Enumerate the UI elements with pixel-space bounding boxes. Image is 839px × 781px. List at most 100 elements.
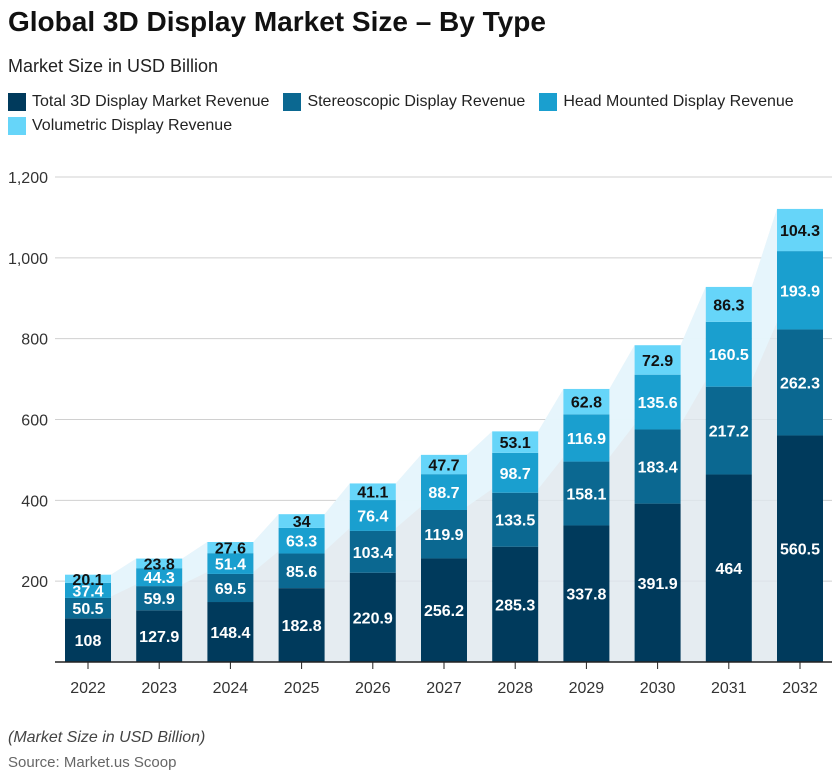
legend-label: Head Mounted Display Revenue — [563, 93, 794, 110]
data-label: 285.3 — [495, 597, 535, 614]
bar-segment — [634, 503, 681, 662]
connector-highlight — [538, 388, 564, 490]
bar-segment — [349, 530, 396, 573]
bar-segment — [65, 574, 111, 583]
legend-swatch — [8, 93, 26, 111]
bar-segment — [421, 558, 467, 662]
legend-item-volumetric[interactable]: Volumetric Display Revenue — [8, 117, 232, 135]
bar-segment — [563, 461, 610, 526]
data-label: 119.9 — [424, 527, 463, 544]
legend-label: Volumetric Display Revenue — [32, 117, 233, 134]
bar-segment — [705, 386, 752, 475]
connector-highlight — [751, 208, 777, 381]
bar-segment — [777, 251, 823, 330]
bar-segment — [136, 586, 183, 611]
data-label: 220.9 — [353, 610, 393, 627]
legend-item-total[interactable]: Total 3D Display Market Revenue — [8, 93, 269, 111]
y-tick-label: 600 — [21, 413, 48, 430]
bar-segment — [278, 553, 325, 589]
data-label: 41.1 — [357, 485, 388, 502]
bar-segment — [207, 602, 254, 662]
bar-segment — [777, 329, 823, 436]
data-label: 116.9 — [567, 431, 606, 448]
bar-segment — [207, 573, 254, 603]
connector-highlight — [680, 286, 706, 425]
y-tick-label: 1,000 — [8, 251, 48, 268]
data-label: 560.5 — [780, 542, 820, 559]
x-tick-label: 2026 — [355, 680, 391, 697]
chart-subtitle: Market Size in USD Billion — [8, 56, 219, 76]
bar-segment — [349, 500, 396, 531]
connector-highlight — [609, 345, 635, 458]
bar-segment — [634, 374, 681, 430]
bar-segment — [65, 582, 111, 598]
legend-swatch — [539, 93, 558, 111]
data-label: 217.2 — [709, 424, 749, 441]
data-label: 44.3 — [144, 570, 175, 587]
data-label: 88.7 — [428, 485, 459, 502]
x-tick-label: 2031 — [711, 680, 747, 697]
data-label: 158.1 — [566, 487, 606, 504]
data-label: 183.4 — [638, 460, 678, 477]
source-text: Source: Market.us Scoop — [8, 754, 177, 771]
data-label: 27.6 — [215, 541, 246, 558]
bar-segment — [207, 553, 254, 574]
y-tick-label: 200 — [21, 574, 48, 591]
connector-highlight — [182, 542, 208, 585]
bar-segment — [492, 492, 539, 547]
bar-segment — [349, 483, 396, 501]
connector-highlight — [111, 558, 137, 597]
bar-segment — [777, 208, 823, 252]
legend-item-stereoscopic[interactable]: Stereoscopic Display Revenue — [283, 93, 525, 111]
bar-segment — [65, 597, 111, 619]
data-label: 98.7 — [500, 466, 531, 483]
connector-highlight — [467, 431, 493, 507]
bar-segment — [136, 568, 183, 587]
bar-segment — [492, 452, 539, 493]
footer-note: (Market Size in USD Billion) — [8, 729, 206, 746]
data-label: 62.8 — [571, 395, 602, 412]
bar-segment — [278, 588, 325, 662]
data-label: 262.3 — [780, 375, 820, 392]
x-tick-label: 2024 — [213, 680, 249, 697]
data-label: 160.5 — [709, 347, 749, 364]
bar-segment — [563, 388, 610, 415]
bar-segment — [777, 435, 823, 662]
data-label: 104.3 — [780, 223, 820, 240]
data-label: 256.2 — [424, 603, 464, 620]
bar-segment — [278, 514, 325, 528]
data-label: 85.6 — [286, 564, 317, 581]
x-tick-label: 2027 — [426, 680, 462, 697]
data-label: 47.7 — [428, 458, 459, 475]
bar-segment — [65, 618, 111, 662]
data-label: 76.4 — [357, 508, 388, 525]
bar-segment — [492, 546, 539, 662]
data-label: 148.4 — [210, 625, 250, 642]
data-label: 20.1 — [72, 572, 103, 589]
x-tick-label: 2032 — [782, 680, 818, 697]
data-label: 337.8 — [566, 587, 606, 604]
bar-segment — [136, 558, 183, 569]
x-tick-label: 2030 — [640, 680, 676, 697]
chart-title: Global 3D Display Market Size – By Type — [8, 6, 546, 37]
connector-highlight — [324, 483, 350, 552]
bar-segment — [634, 429, 681, 504]
data-label: 37.4 — [72, 583, 103, 600]
bar-segment — [136, 610, 183, 662]
legend-item-head-mounted[interactable]: Head Mounted Display Revenue — [539, 93, 794, 111]
legend-swatch — [8, 117, 26, 135]
data-label: 135.6 — [638, 395, 678, 412]
data-label: 108 — [75, 633, 102, 650]
legend-label: Total 3D Display Market Revenue — [32, 93, 270, 110]
bar-segment — [563, 414, 610, 462]
x-tick-label: 2022 — [70, 680, 106, 697]
data-label: 464 — [715, 561, 742, 578]
data-label: 391.9 — [638, 576, 678, 593]
bar-segment — [705, 286, 752, 322]
data-label: 53.1 — [500, 435, 531, 452]
connector-highlight — [395, 454, 421, 529]
data-label: 182.8 — [282, 618, 322, 635]
bar-segment — [421, 509, 467, 559]
